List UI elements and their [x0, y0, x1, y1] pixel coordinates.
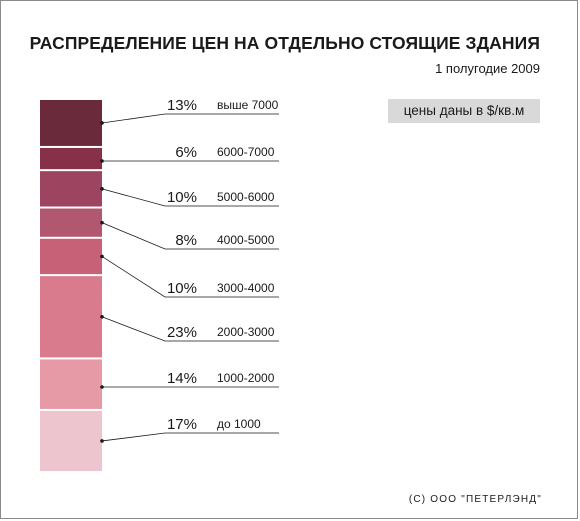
range-label-5: 3000-4000: [217, 281, 275, 295]
range-label-7: 1000-2000: [217, 371, 275, 385]
leader-dot-4: [100, 220, 104, 225]
percent-label-6: 23%: [167, 324, 197, 341]
range-label-3: 5000-6000: [217, 190, 275, 204]
percent-label-5: 10%: [167, 280, 197, 297]
range-label-4: 4000-5000: [217, 233, 275, 247]
leader-dot-3: [100, 187, 104, 191]
percent-label-1: 13%: [167, 97, 197, 114]
bar-segment-7: [40, 359, 102, 409]
range-label-8: до 1000: [217, 417, 261, 431]
bar-segment-8: [40, 410, 102, 471]
leader-line-1: [101, 113, 279, 124]
range-label-1: выше 7000: [217, 98, 279, 112]
percent-label-8: 17%: [167, 416, 197, 433]
range-label-2: 6000-7000: [217, 145, 275, 159]
copyright-note: (С) ООО "ПЕТЕРЛЭНД": [408, 494, 542, 505]
leader-dot-7: [100, 385, 104, 389]
bar-segment-6: [40, 276, 102, 358]
leader-dot-5: [100, 254, 104, 259]
bar-segment-4: [40, 208, 102, 237]
leader-dot-1: [100, 121, 104, 125]
leader-line-3: [101, 188, 279, 207]
leader-dot-6: [100, 314, 104, 319]
units-note: цены даны в $/кв.м: [388, 99, 540, 123]
percent-label-3: 10%: [167, 189, 197, 206]
leader-line-6: [101, 316, 279, 342]
bar-segment-2: [40, 147, 102, 170]
leader-line-8: [101, 432, 279, 442]
percent-label-2: 6%: [175, 144, 197, 161]
bar-segment-1: [40, 100, 102, 146]
chart-title: РАСПРЕДЕЛЕНИЕ ЦЕН НА ОТДЕЛЬНО СТОЯЩИЕ ЗД…: [29, 33, 540, 53]
chart-subtitle: 1 полугодие 2009: [435, 61, 540, 76]
leader-line-4: [101, 222, 279, 250]
leader-line-5: [101, 256, 279, 298]
range-label-6: 2000-3000: [217, 325, 275, 339]
bar-segment-5: [40, 238, 102, 275]
leader-dot-8: [100, 439, 104, 443]
bar-segment-3: [40, 171, 102, 207]
percent-label-4: 8%: [175, 232, 197, 249]
percent-label-7: 14%: [167, 370, 197, 387]
leader-dot-2: [100, 159, 104, 163]
